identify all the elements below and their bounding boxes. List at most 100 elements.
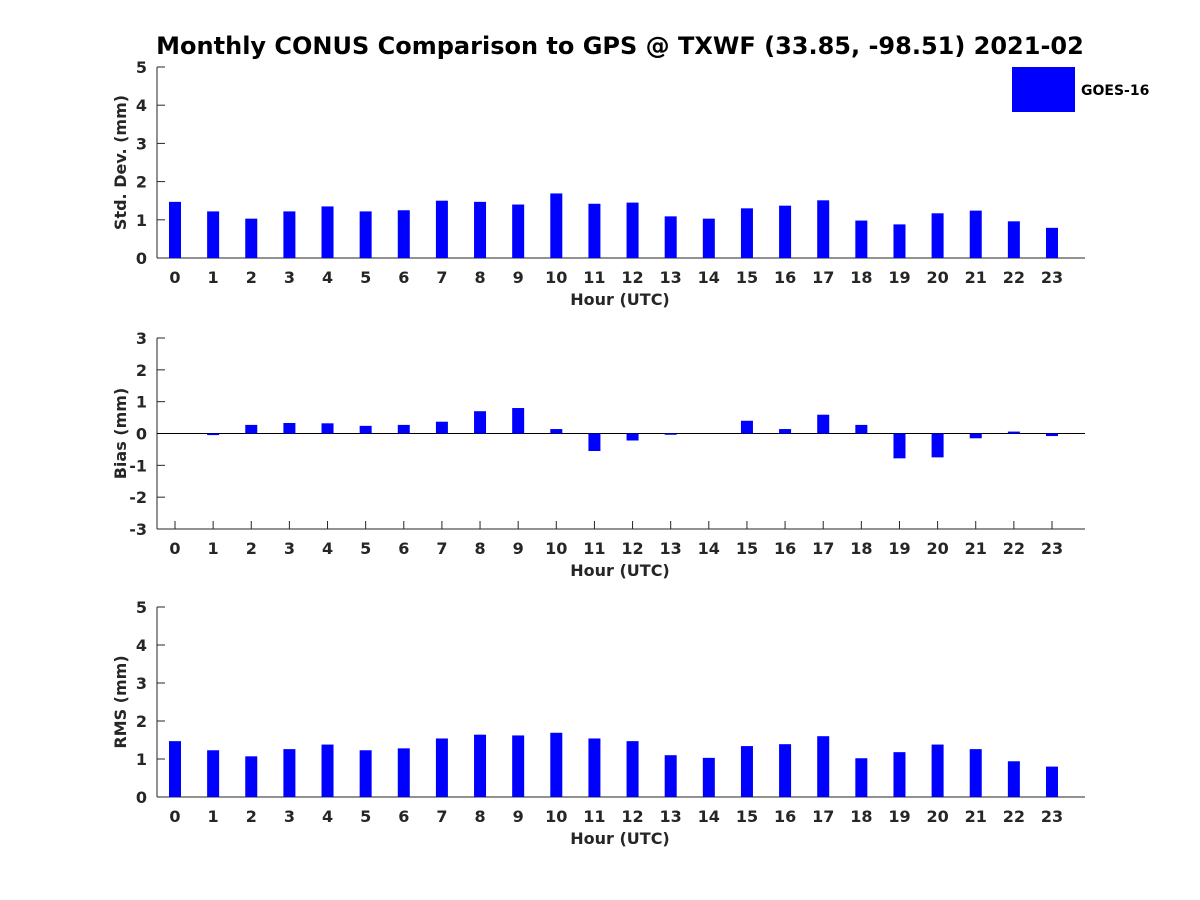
std-dev-mm-bar-hour-1 xyxy=(207,211,220,258)
rms-mm-x-tick-label: 16 xyxy=(774,807,796,826)
rms-mm-bar-hour-22 xyxy=(1007,761,1020,797)
rms-mm-bar-hour-6 xyxy=(397,748,410,797)
bias-mm-x-axis-label: Hour (UTC) xyxy=(570,561,670,580)
std-dev-mm-bar-hour-13 xyxy=(664,216,677,258)
bias-mm-x-tick-label: 1 xyxy=(208,539,219,558)
std-dev-mm-bar-hour-21 xyxy=(969,210,982,258)
std-dev-mm-bar-hour-22 xyxy=(1007,221,1020,258)
rms-mm-bar-hour-18 xyxy=(855,758,868,797)
std-dev-mm-bar-hour-5 xyxy=(359,211,372,258)
std-dev-mm-x-tick-label: 6 xyxy=(398,268,409,287)
std-dev-mm-bar-hour-14 xyxy=(702,218,715,258)
rms-mm-y-tick-label: 3 xyxy=(136,674,147,693)
rms-mm-bar-hour-2 xyxy=(245,756,258,797)
std-dev-mm-bar-hour-15 xyxy=(740,208,753,258)
rms-mm-x-tick-label: 6 xyxy=(398,807,409,826)
legend: GOES-16 xyxy=(1012,67,1149,112)
rms-mm-y-tick-label: 5 xyxy=(136,598,147,617)
std-dev-mm-bar-hour-9 xyxy=(512,204,525,258)
rms-mm-x-tick-label: 21 xyxy=(965,807,987,826)
bias-mm-x-tick-label: 17 xyxy=(812,539,834,558)
bias-mm-bar-hour-22 xyxy=(1007,431,1020,434)
bias-mm-y-tick-label: 1 xyxy=(136,393,147,412)
bias-mm-y-tick-label: -1 xyxy=(129,456,147,475)
bias-mm-bar-hour-9 xyxy=(512,408,525,434)
bias-mm-x-tick-label: 5 xyxy=(360,539,371,558)
bias-mm-x-tick-label: 8 xyxy=(474,539,485,558)
std-dev-mm-x-tick-label: 4 xyxy=(322,268,333,287)
bias-mm-bar-hour-20 xyxy=(931,433,944,458)
std-dev-mm-y-tick-label: 5 xyxy=(136,58,147,77)
std-dev-mm-bar-hour-8 xyxy=(474,201,487,258)
bias-mm-x-tick-label: 9 xyxy=(513,539,524,558)
std-dev-mm-x-tick-label: 19 xyxy=(888,268,910,287)
rms-mm-bar-hour-12 xyxy=(626,741,639,797)
std-dev-mm-y-axis-label: Std. Dev. (mm) xyxy=(111,95,130,230)
rms-mm-bar-hour-0 xyxy=(169,741,181,797)
bias-mm-bar-hour-1 xyxy=(207,433,220,436)
bias-mm-y-axis-label: Bias (mm) xyxy=(111,388,130,480)
std-dev-mm-x-tick-label: 5 xyxy=(360,268,371,287)
std-dev-mm-bar-hour-2 xyxy=(245,218,258,258)
std-dev-mm-x-tick-label: 3 xyxy=(284,268,295,287)
bias-mm-x-tick-label: 16 xyxy=(774,539,796,558)
std-dev-mm-x-tick-label: 10 xyxy=(545,268,567,287)
std-dev-mm-x-tick-label: 14 xyxy=(698,268,720,287)
rms-mm-bar-hour-5 xyxy=(359,750,372,797)
legend-swatch-goes-16 xyxy=(1012,67,1075,112)
bias-mm-bar-hour-15 xyxy=(740,420,753,434)
rms-mm-bar-hour-23 xyxy=(1045,766,1058,797)
rms-mm-y-tick-label: 2 xyxy=(136,712,147,731)
bias-mm-bar-hour-18 xyxy=(855,424,868,434)
rms-mm-x-tick-label: 10 xyxy=(545,807,567,826)
std-dev-mm-bar-hour-23 xyxy=(1045,227,1058,258)
rms-mm-bar-hour-14 xyxy=(702,757,715,797)
std-dev-mm-x-tick-label: 9 xyxy=(513,268,524,287)
std-dev-mm-bar-hour-0 xyxy=(169,201,181,258)
rms-mm-x-tick-label: 22 xyxy=(1003,807,1025,826)
std-dev-mm-bar-hour-10 xyxy=(550,193,563,258)
std-dev-mm-x-tick-label: 13 xyxy=(660,268,682,287)
bias-mm-bar-hour-4 xyxy=(321,423,334,434)
rms-mm-x-axis-label: Hour (UTC) xyxy=(570,829,670,848)
bias-mm-bar-hour-5 xyxy=(359,425,372,434)
bias-mm-bar-hour-7 xyxy=(435,421,448,434)
std-dev-mm-x-tick-label: 15 xyxy=(736,268,758,287)
bias-mm-bar-hour-3 xyxy=(283,422,296,434)
rms-mm-x-tick-label: 4 xyxy=(322,807,333,826)
rms-mm-x-tick-label: 17 xyxy=(812,807,834,826)
rms-mm-x-tick-label: 12 xyxy=(621,807,643,826)
std-dev-mm-x-tick-label: 21 xyxy=(965,268,987,287)
bias-mm-x-tick-label: 4 xyxy=(322,539,333,558)
rms-mm-y-tick-label: 0 xyxy=(136,788,147,807)
bias-mm-bar-hour-8 xyxy=(474,411,487,434)
rms-mm-x-tick-label: 14 xyxy=(698,807,720,826)
std-dev-mm-x-tick-label: 7 xyxy=(436,268,447,287)
rms-mm-bar-hour-19 xyxy=(893,752,906,797)
std-dev-mm-y-tick-label: 3 xyxy=(136,134,147,153)
rms-mm-y-tick-label: 1 xyxy=(136,750,147,769)
rms-mm-x-tick-label: 19 xyxy=(888,807,910,826)
bias-mm-y-tick-label: 3 xyxy=(136,329,147,348)
bias-mm-x-tick-label: 13 xyxy=(660,539,682,558)
std-dev-mm-x-tick-label: 18 xyxy=(850,268,872,287)
bias-mm-x-tick-label: 23 xyxy=(1041,539,1063,558)
std-dev-mm-bar-hour-6 xyxy=(397,210,410,258)
rms-mm-x-tick-label: 2 xyxy=(246,807,257,826)
bias-mm-bar-hour-23 xyxy=(1045,433,1058,437)
bias-mm-x-tick-label: 2 xyxy=(246,539,257,558)
rms-mm-bar-hour-16 xyxy=(779,744,792,797)
bias-mm-x-tick-label: 14 xyxy=(698,539,720,558)
bias-mm-x-tick-label: 3 xyxy=(284,539,295,558)
rms-mm-y-tick-label: 4 xyxy=(136,636,147,655)
std-dev-mm-bar-hour-3 xyxy=(283,211,296,258)
bias-mm-x-tick-label: 22 xyxy=(1003,539,1025,558)
bias-mm-bar-hour-2 xyxy=(245,424,258,434)
rms-mm-bar-hour-21 xyxy=(969,749,982,797)
bias-mm-x-tick-label: 19 xyxy=(888,539,910,558)
std-dev-mm-bar-hour-20 xyxy=(931,213,944,258)
rms-mm-x-tick-label: 0 xyxy=(169,807,180,826)
